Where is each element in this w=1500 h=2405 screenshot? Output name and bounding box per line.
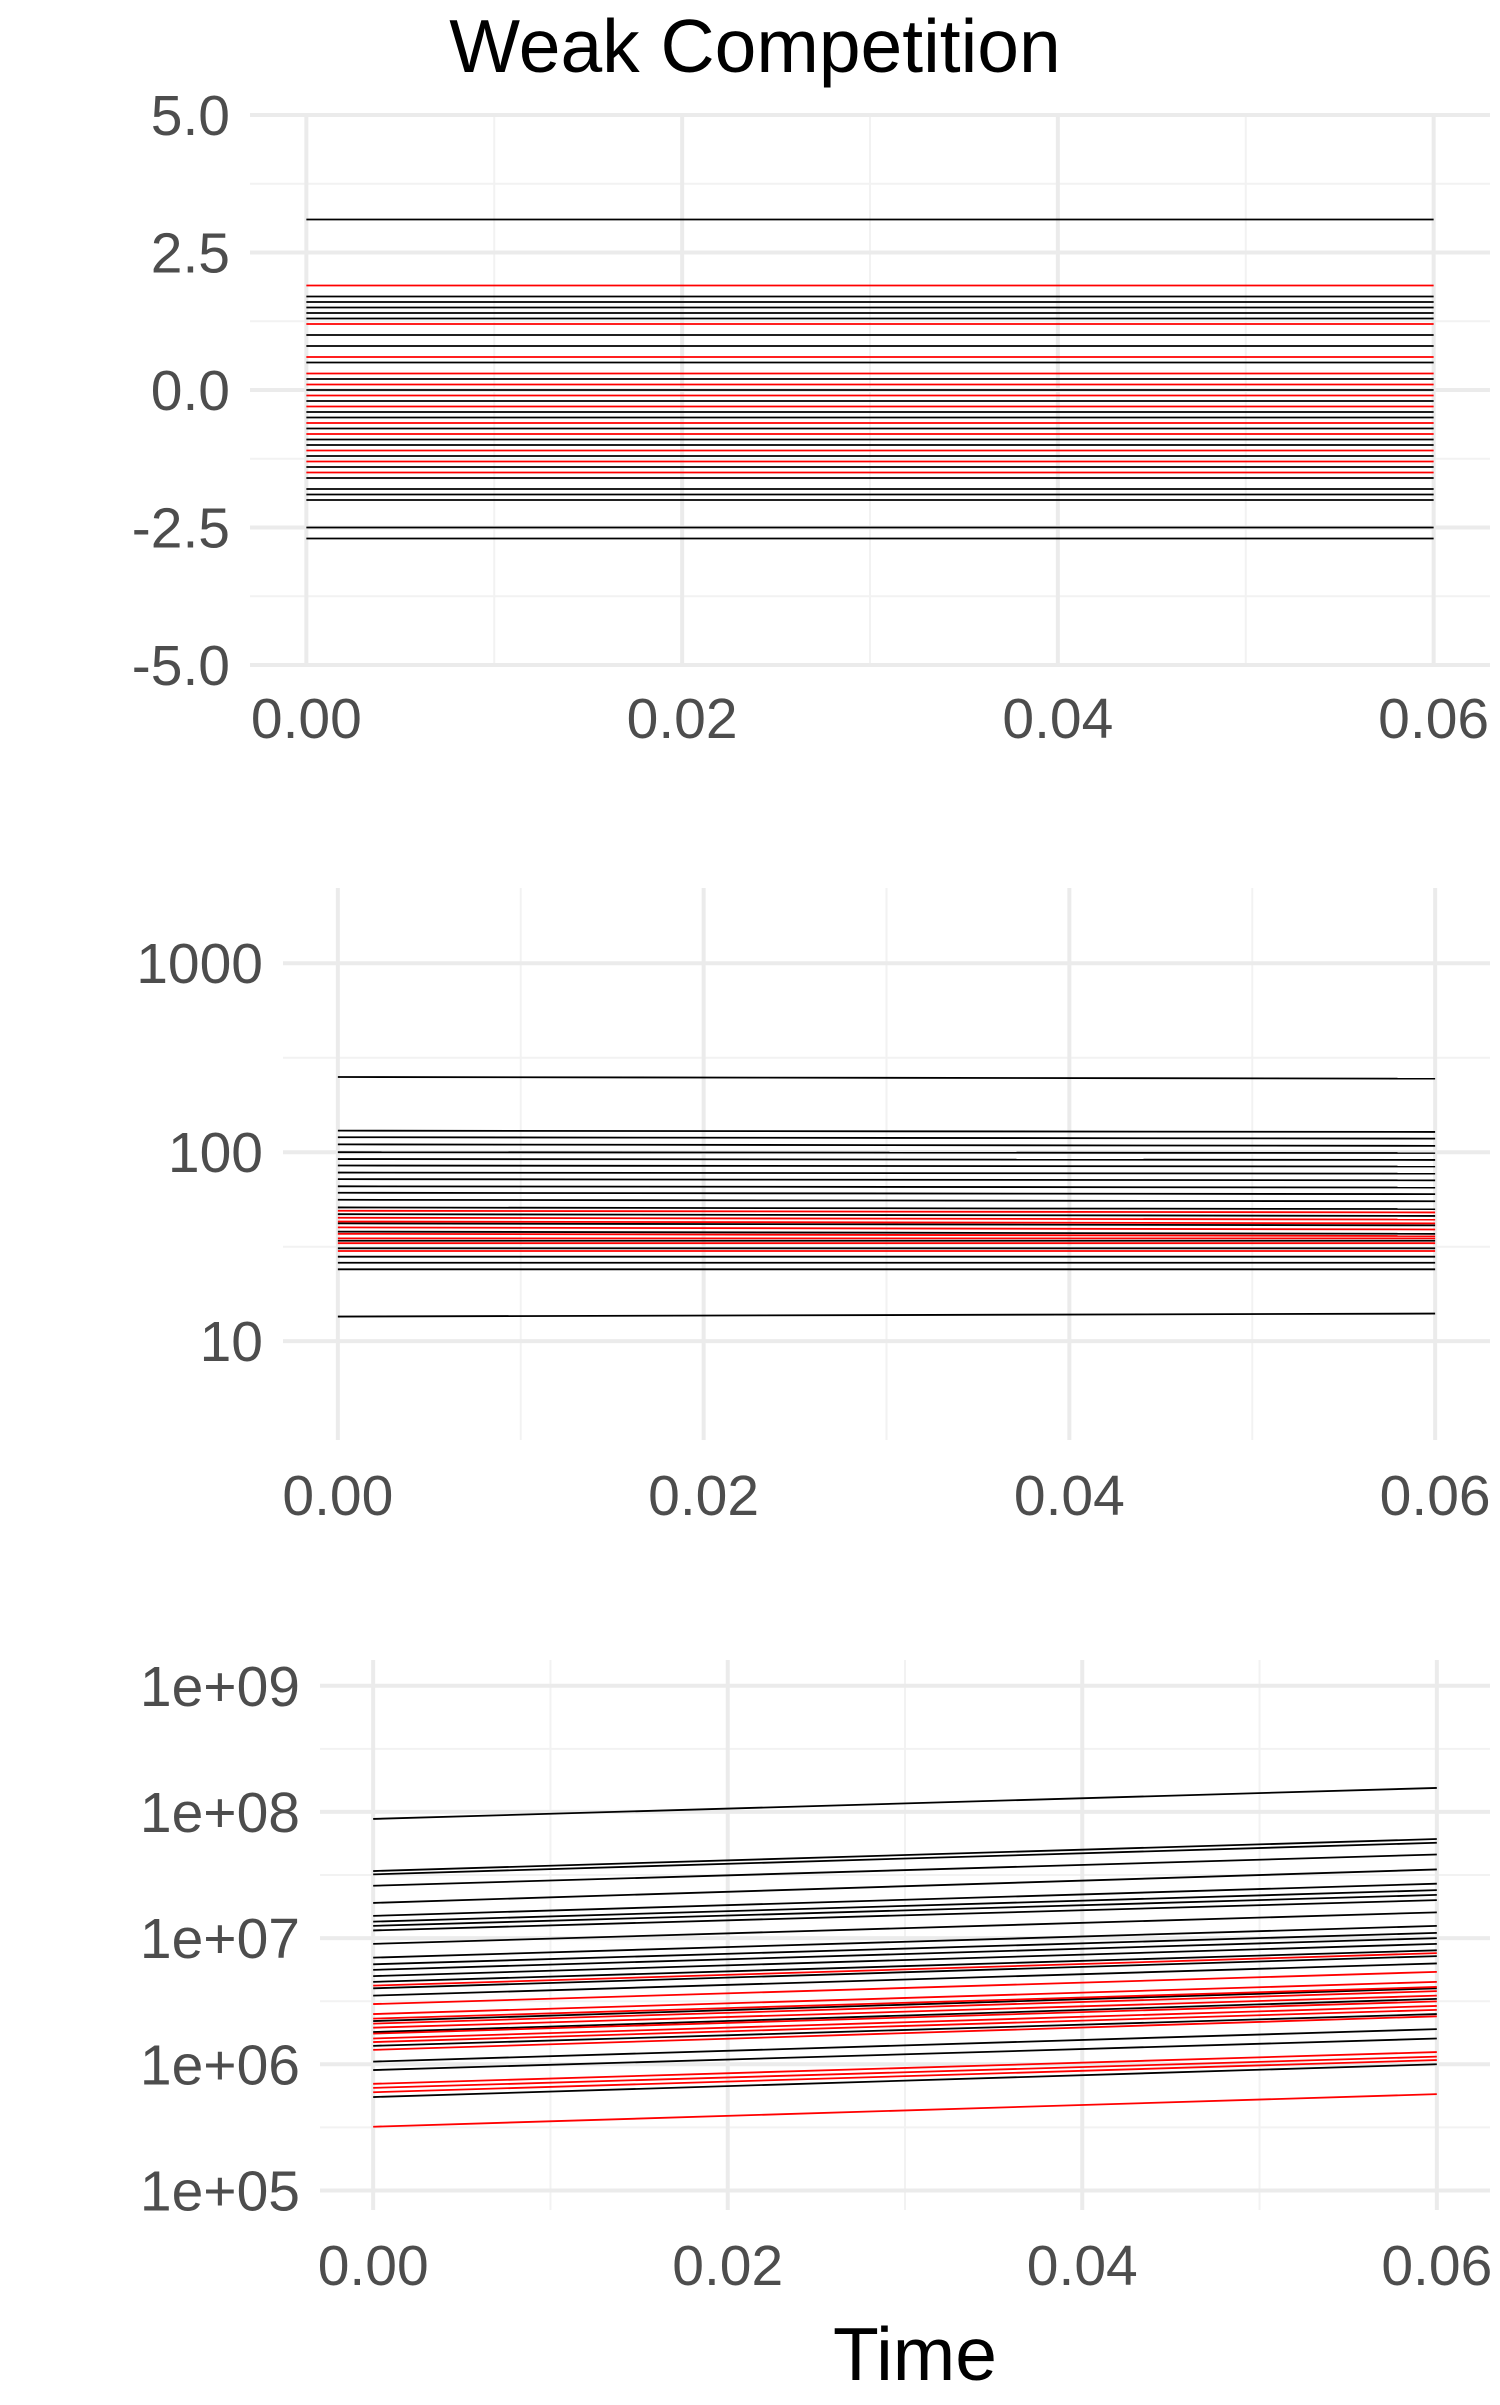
x-axis-title: Time [833,2312,997,2396]
series-line [373,1911,1437,1945]
series-line [373,1962,1437,1997]
series-line [337,1185,1436,1189]
series-line-red [373,2059,1437,2094]
series-line [337,1191,1436,1196]
x-tick-label: 0.02 [648,1464,759,1528]
x-tick-label: 0.04 [1002,687,1113,751]
series-line-red [373,1970,1437,2005]
series-line [373,1787,1437,1820]
x-tick-label: 0.04 [1014,1464,1125,1528]
y-tick-label: 1e+05 [140,2159,300,2223]
chart-title: Weak Competition [449,4,1060,88]
y-tick-label: 1e+07 [140,1907,300,1971]
series-line [373,1841,1437,1876]
series-line [373,2028,1437,2063]
y-tick-label: -5.0 [132,634,230,698]
series-line [373,2037,1437,2071]
series-line [337,1143,1436,1147]
series-line [373,1894,1437,1927]
panel-1: 0.00 0.02 0.04 0.06 5.0 2.5 0.0 -2.5 -5.0 [132,84,1490,751]
y-tick-label: -2.5 [132,497,230,561]
x-tick-label: 0.00 [251,687,362,751]
series-line [337,1158,1436,1161]
x-tick-label: 0.06 [1380,1464,1491,1528]
y-tick-label: 5.0 [151,84,230,148]
y-tick-label: 2.5 [151,222,230,286]
y-tick-label: 1000 [136,932,263,996]
series-line-red [373,2008,1437,2043]
series-line-red [373,1994,1437,2029]
series-line [373,2013,1437,2047]
series-line [337,1164,1436,1168]
series-line-red [373,1990,1437,2025]
series-line [337,1136,1436,1140]
series-line-red [337,1232,1436,1237]
series-line [373,1997,1437,2033]
series-line [373,1868,1437,1904]
y-tick-label: 0.0 [151,359,230,423]
series-line [373,2063,1437,2098]
series-line [373,1937,1437,1971]
series-line [373,1853,1437,1887]
series-line [373,1931,1437,1966]
series-line [373,1838,1437,1872]
series-line-red [373,2000,1437,2035]
series-line-red [373,2051,1437,2085]
series-line [337,1312,1436,1318]
x-tick-label: 0.04 [1027,2234,1138,2298]
panel-2: 0.00 0.02 0.04 0.06 1000 100 10 [136,888,1491,1528]
y-tick-label: 1e+08 [140,1781,300,1845]
series-line [373,1889,1437,1923]
series-line [373,1949,1437,1983]
series-line-red [337,1216,1436,1221]
series-line [373,1882,1437,1917]
panel-3: 0.00 0.02 0.04 0.06 1e+09 1e+08 1e+07 1e+06 1e+0… [140,1655,1492,2396]
series-line [337,1213,1436,1217]
series-line-red [337,1209,1436,1214]
series-line-red [373,1980,1437,2015]
series-line [373,1942,1437,1977]
series-line [337,1178,1436,1182]
y-tick-label: 100 [168,1121,263,1185]
series-line [337,1129,1436,1133]
x-tick-label: 0.02 [672,2234,783,2298]
series-line [373,1899,1437,1932]
series-line-red [337,1220,1436,1225]
series-line [337,1230,1436,1235]
series-line-red [373,2093,1437,2128]
series-line [337,1198,1436,1203]
y-tick-label: 1e+06 [140,2033,300,2097]
x-tick-label: 0.06 [1381,2234,1492,2298]
x-tick-label: 0.00 [282,1464,393,1528]
series-line-red [373,1986,1437,2020]
y-tick-label: 10 [200,1310,263,1374]
series-line-red [373,1952,1437,1987]
series-line-red [373,2005,1437,2040]
x-tick-label: 0.00 [318,2234,429,2298]
x-tick-label: 0.02 [627,687,738,751]
series-line [373,1987,1437,2022]
series-line [337,1151,1436,1154]
series-line [337,1171,1436,1175]
series-line [373,1924,1437,1959]
y-tick-label: 1e+09 [140,1655,300,1719]
series-line-red [337,1226,1436,1231]
series-line [337,1076,1436,1080]
series-line [337,1222,1436,1227]
series-line [337,1206,1436,1210]
series-line-red [373,2015,1437,2051]
series-line [373,1955,1437,1990]
series-line-red [373,2055,1437,2089]
x-tick-label: 0.06 [1378,687,1489,751]
